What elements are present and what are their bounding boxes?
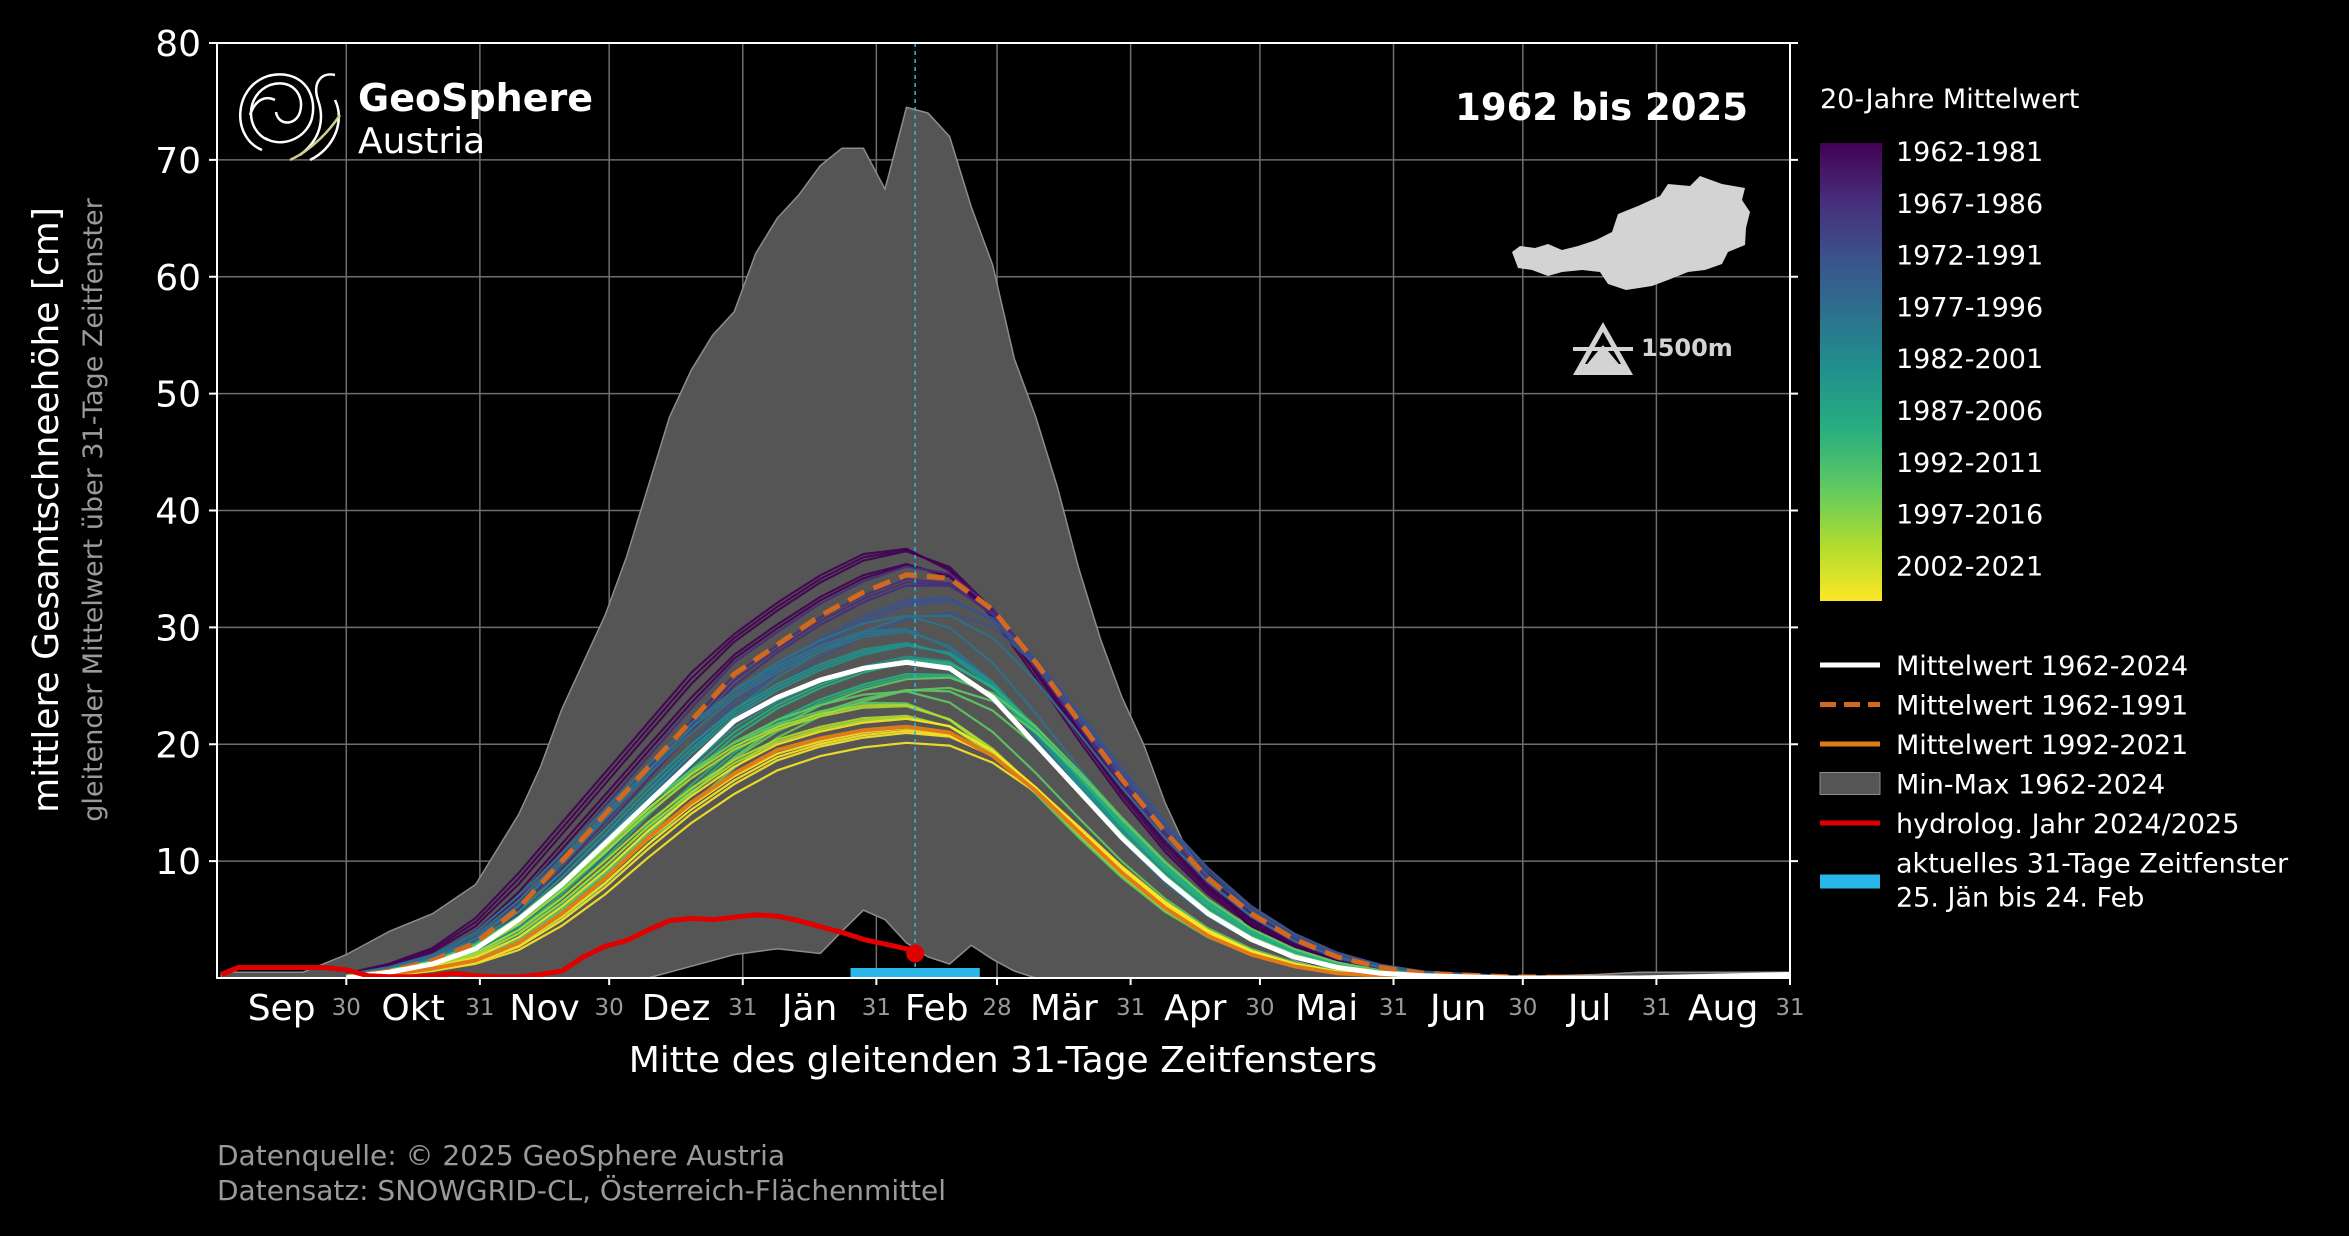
period-label: 1962 bis 2025 (1455, 86, 1748, 129)
legend-label: Mittelwert 1992-2021 (1896, 730, 2188, 761)
colorbar-label: 1987-2006 (1896, 396, 2043, 427)
colorbar-title: 20-Jahre Mittelwert (1820, 84, 2079, 115)
x-minor-tick-label: 31 (728, 995, 757, 1021)
dataset-note: Datensatz: SNOWGRID-CL, Österreich-Fläch… (217, 1174, 947, 1207)
x-minor-tick-label: 31 (1775, 995, 1804, 1021)
austria-map-icon (1512, 176, 1750, 290)
x-month-label: Mär (1030, 988, 1098, 1029)
series-layer (220, 43, 1790, 978)
x-month-label: Jän (780, 988, 838, 1029)
y-tick-label: 40 (155, 492, 201, 533)
colorbar-label: 1997-2016 (1896, 500, 2043, 531)
legend-swatch (1819, 772, 1881, 795)
x-month-label: Okt (381, 988, 444, 1029)
elevation-icon (1573, 322, 1633, 375)
x-minor-tick-label: 31 (465, 995, 494, 1021)
y-tick-label: 50 (155, 375, 201, 416)
y-axis-label: mittlere Gesamtschneehöhe [cm] (26, 207, 67, 813)
x-minor-tick-label: 31 (862, 995, 891, 1021)
x-month-label: Feb (905, 988, 969, 1029)
current-year-line (220, 912, 917, 978)
colorbar-label: 1982-2001 (1896, 344, 2043, 375)
colorbar-label: 1967-1986 (1896, 189, 2043, 220)
colorbar-labels: 1962-1981 1967-1986 1972-1991 1977-1996 1982… (1896, 137, 2043, 582)
x-month-label: Dez (642, 988, 711, 1029)
logo-accent-icon (289, 114, 342, 162)
x-minor-tick-label: 28 (982, 995, 1011, 1021)
y-tick-label: 70 (155, 141, 201, 182)
legend-label: Mittelwert 1962-1991 (1896, 691, 2188, 722)
geosphere-logo: GeoSphere Austria (239, 73, 593, 162)
legend-label: Min-Max 1962-2024 (1896, 770, 2165, 801)
min-max-band (220, 106, 1790, 978)
legend-label: hydrolog. Jahr 2024/2025 (1896, 809, 2239, 840)
y-tick-label: 60 (155, 258, 201, 299)
colorbar-label: 1972-1991 (1896, 241, 2043, 272)
current-window-bar (850, 968, 980, 978)
x-month-label: Sep (248, 988, 316, 1029)
colorbar-label: 1962-1981 (1896, 137, 2043, 168)
logo-name-line2: Austria (358, 121, 485, 162)
x-month-label: Mai (1295, 988, 1358, 1029)
x-month-label: Aug (1688, 988, 1758, 1029)
legend: Mittelwert 1962-2024 Mittelwert 1962-1991… (1819, 651, 2289, 914)
y-tick-label: 30 (155, 608, 201, 649)
y-tick-label: 80 (155, 24, 201, 65)
x-month-label: Jun (1428, 988, 1486, 1029)
colorbar-label: 2002-2021 (1896, 551, 2043, 582)
x-month-label: Nov (509, 988, 579, 1029)
x-minor-tick-label: 30 (1508, 995, 1537, 1021)
source-note: Datenquelle: © 2025 GeoSphere Austria (217, 1139, 786, 1172)
y-axis-sublabel: gleitender Mittelwert über 31-Tage Zeitf… (78, 197, 109, 821)
y-tick-label: 10 (155, 842, 201, 883)
x-minor-tick-label: 31 (1642, 995, 1671, 1021)
x-minor-tick-label: 30 (595, 995, 624, 1021)
x-minor-tick-label: 30 (1245, 995, 1274, 1021)
legend-label: Mittelwert 1962-2024 (1896, 651, 2188, 682)
legend-label: aktuelles 31-Tage Zeitfenster (1896, 849, 2289, 880)
x-axis-label: Mitte des gleitenden 31-Tage Zeitfenster… (629, 1040, 1378, 1081)
x-month-label: Jul (1566, 988, 1611, 1029)
x-minor-tick-label: 30 (332, 995, 361, 1021)
axes: 30 31 30 31 31 28 31 30 31 30 31 31 Sep Okt Nov Dez Jän F… (155, 24, 1804, 1029)
x-month-label: Apr (1164, 988, 1226, 1029)
y-tick-label: 20 (155, 725, 201, 766)
x-minor-tick-label: 31 (1379, 995, 1408, 1021)
x-minor-tick-label: 31 (1116, 995, 1145, 1021)
mean-1992-2021-line (346, 724, 1790, 978)
current-year-endpoint (906, 944, 925, 963)
mean-1962-1991-line (345, 572, 1790, 978)
colorbar (1820, 143, 1882, 601)
mean-1962-2024-line (345, 659, 1790, 978)
logo-name-line1: GeoSphere (358, 76, 593, 120)
colorbar-label: 1992-2011 (1896, 448, 2043, 479)
elevation-label: 1500m (1641, 334, 1733, 362)
legend-swatch (1820, 874, 1880, 889)
legend-label: 25. Jän bis 24. Feb (1896, 883, 2144, 914)
logo-contour-icon (239, 73, 341, 162)
colorbar-label: 1977-1996 (1896, 292, 2043, 323)
